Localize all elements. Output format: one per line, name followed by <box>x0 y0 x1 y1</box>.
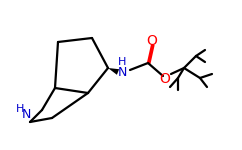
Text: O: O <box>159 72 170 86</box>
Text: H: H <box>16 104 24 114</box>
Text: O: O <box>147 34 158 48</box>
Text: N: N <box>117 66 127 78</box>
Text: H: H <box>118 57 126 67</box>
Text: N: N <box>21 108 31 122</box>
Polygon shape <box>108 68 119 75</box>
